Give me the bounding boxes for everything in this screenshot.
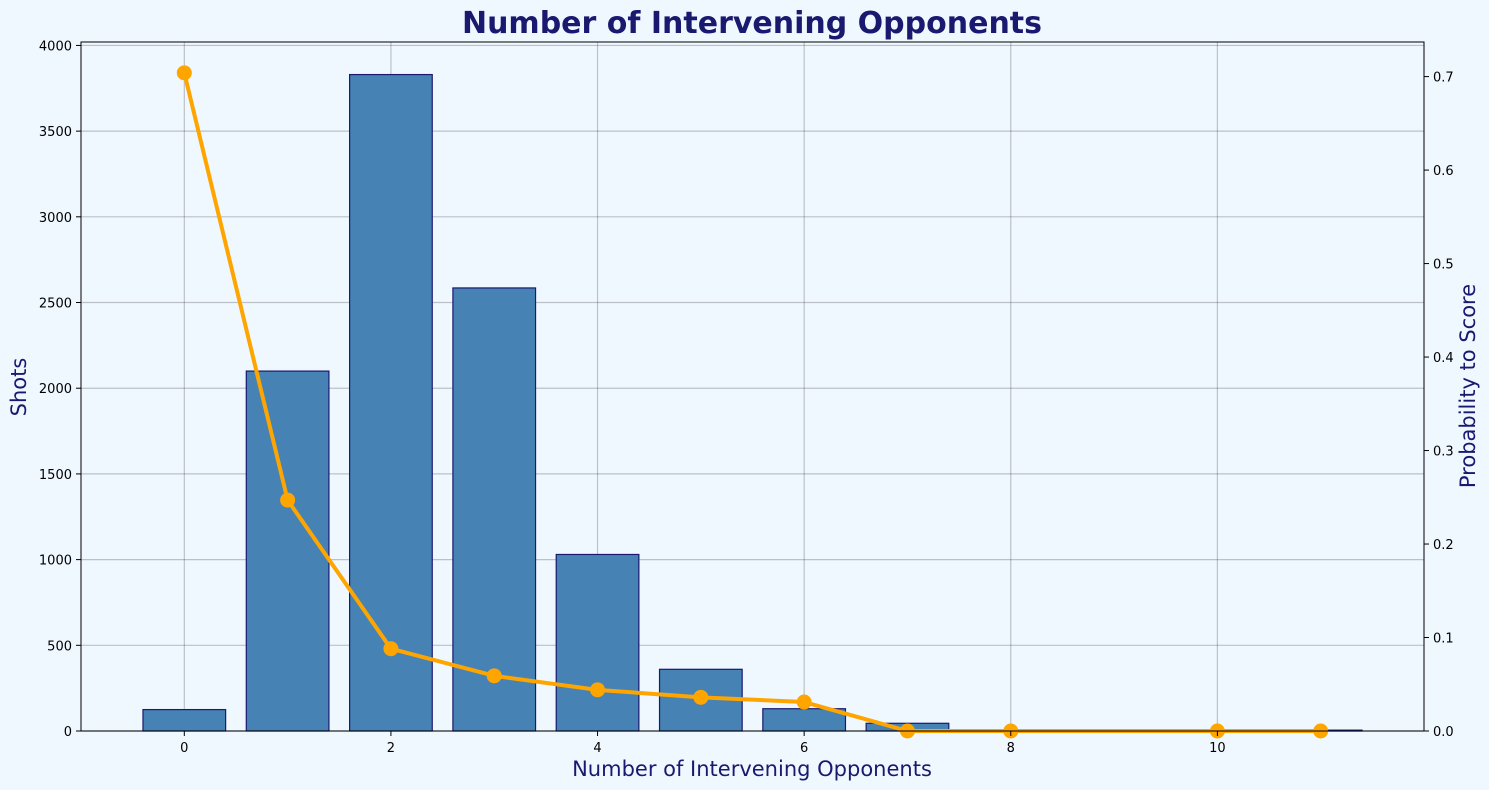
line-point xyxy=(590,682,606,698)
y-tick-label: 1500 xyxy=(39,468,72,483)
line-point xyxy=(486,668,502,684)
x-tick-label: 2 xyxy=(387,741,395,756)
y-tick-label: 2000 xyxy=(39,382,72,397)
y-tick-label: 3500 xyxy=(39,125,72,140)
y-axis-right-ticks: 0.0 0.1 0.2 0.3 0.4 0.5 0.6 0.7 xyxy=(1424,71,1454,740)
y-tick-label: 4000 xyxy=(39,39,72,54)
y-tick-label: 0 xyxy=(64,725,72,740)
y-tick-label: 500 xyxy=(47,639,72,654)
y-right-tick-label: 0.5 xyxy=(1433,258,1454,273)
bar xyxy=(555,553,640,732)
x-tick-label: 4 xyxy=(593,741,601,756)
x-axis-ticks: 0 2 4 6 8 10 xyxy=(180,731,1226,756)
bar xyxy=(349,73,433,732)
bar xyxy=(245,370,330,732)
line-point xyxy=(176,65,192,81)
y-right-tick-label: 0.3 xyxy=(1433,445,1454,460)
y-axis-ticks: 0 500 1000 1500 2000 2500 3000 3500 4000 xyxy=(39,39,81,740)
y-tick-label: 1000 xyxy=(39,554,72,569)
bar xyxy=(142,708,227,732)
y-right-tick-label: 0.1 xyxy=(1433,632,1454,647)
bar xyxy=(452,287,537,732)
plot-frame xyxy=(80,41,1425,732)
y-axis-right-label: Probability to Score xyxy=(1456,284,1480,488)
x-tick-label: 8 xyxy=(1007,741,1015,756)
y-right-tick-label: 0.0 xyxy=(1433,725,1454,740)
y-right-tick-label: 0.6 xyxy=(1433,164,1454,179)
y-tick-label: 3000 xyxy=(39,211,72,226)
y-axis-label: Shots xyxy=(7,358,31,417)
y-right-tick-label: 0.4 xyxy=(1433,351,1454,366)
x-tick-label: 10 xyxy=(1209,741,1226,756)
line-point xyxy=(383,641,399,657)
y-right-tick-label: 0.2 xyxy=(1433,538,1454,553)
x-tick-label: 0 xyxy=(180,741,188,756)
x-tick-label: 6 xyxy=(800,741,808,756)
line-point xyxy=(280,492,296,508)
y-right-tick-label: 0.7 xyxy=(1433,71,1454,86)
chart-title: Number of Intervening Opponents xyxy=(462,6,1042,41)
line-point xyxy=(796,694,812,710)
x-axis-label: Number of Intervening Opponents xyxy=(572,757,932,781)
line-point xyxy=(693,689,709,705)
y-tick-label: 2500 xyxy=(39,297,72,312)
